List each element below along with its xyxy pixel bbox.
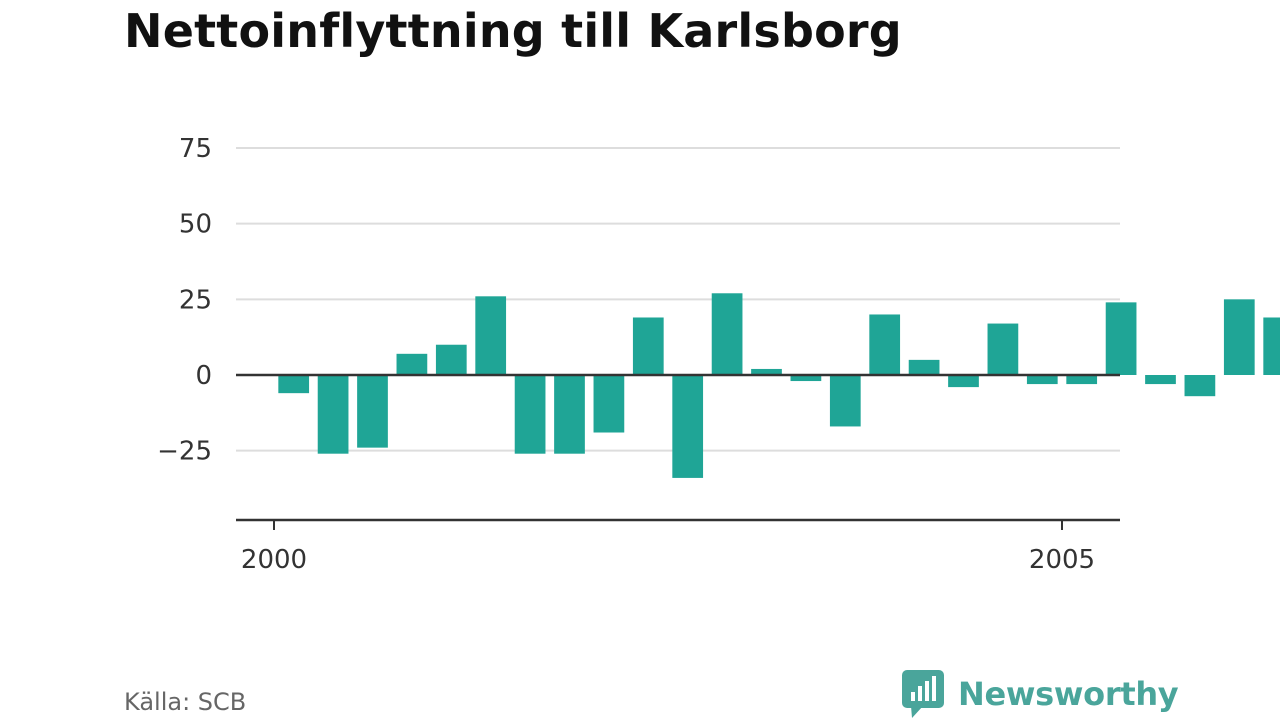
source-label: Källa: SCB xyxy=(124,688,247,716)
bar xyxy=(790,375,822,382)
brand-logo: Newsworthy xyxy=(902,670,1179,718)
y-tick-label: 25 xyxy=(179,285,212,315)
y-tick-label: 0 xyxy=(195,361,212,391)
bar xyxy=(1145,375,1176,385)
y-tick-label: 75 xyxy=(179,134,212,164)
bars xyxy=(278,293,1280,478)
bar xyxy=(711,293,743,375)
x-tick-label: 2005 xyxy=(1029,545,1095,575)
bar xyxy=(948,375,979,388)
bar xyxy=(1184,375,1216,397)
bar xyxy=(751,368,782,375)
bar xyxy=(435,344,467,375)
bar xyxy=(672,375,704,478)
bar xyxy=(1223,299,1255,375)
brand-name: Newsworthy xyxy=(958,675,1179,713)
chart-title: Nettoinflyttning till Karlsborg xyxy=(124,4,902,58)
bar xyxy=(317,375,349,454)
x-tick-label: 2000 xyxy=(241,545,307,575)
bar xyxy=(357,375,388,448)
bar xyxy=(908,359,940,375)
y-tick-label: −25 xyxy=(157,437,212,467)
bar xyxy=(1026,375,1058,385)
gridlines xyxy=(236,147,1120,452)
bar xyxy=(278,375,310,394)
bar xyxy=(593,375,625,433)
bar xyxy=(554,375,585,454)
bar xyxy=(1066,375,1098,385)
bar xyxy=(1263,317,1280,375)
y-axis: −25 0 25 50 75 xyxy=(157,134,212,467)
y-tick-label: 50 xyxy=(179,210,212,240)
bar xyxy=(869,314,901,375)
bar xyxy=(632,317,664,375)
chart-bubble-icon xyxy=(902,670,944,718)
bar xyxy=(1105,302,1137,375)
bar xyxy=(396,353,428,375)
x-axis: 200020052010201520202025 xyxy=(236,518,1120,575)
bar xyxy=(987,323,1019,375)
bar xyxy=(475,296,507,375)
bar xyxy=(514,375,546,454)
bar xyxy=(829,375,861,427)
